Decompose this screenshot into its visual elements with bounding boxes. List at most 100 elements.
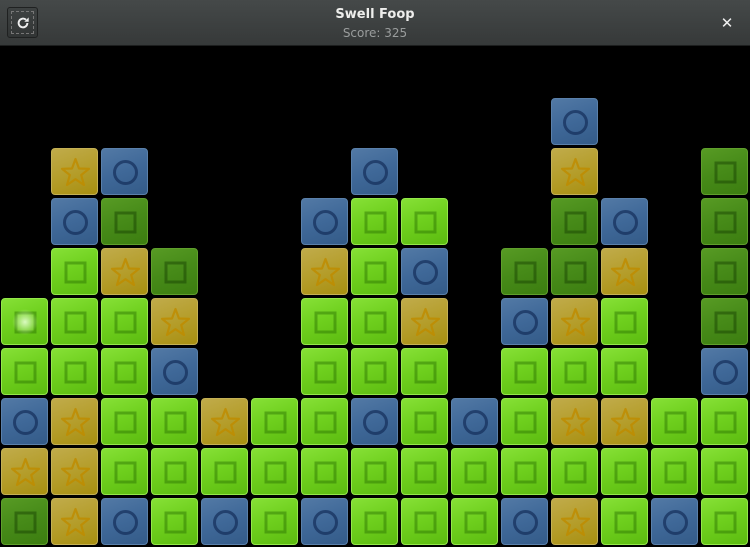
- tile-green-square[interactable]: [1, 298, 48, 345]
- tile-blue-circle[interactable]: [501, 498, 548, 545]
- tile-green-square[interactable]: [351, 248, 398, 295]
- tile-green-square[interactable]: [51, 298, 98, 345]
- tile-green-square[interactable]: [251, 398, 298, 445]
- close-button[interactable]: ✕: [718, 14, 736, 32]
- tile-blue-circle[interactable]: [451, 398, 498, 445]
- tile-green-square[interactable]: [601, 498, 648, 545]
- square-icon: [414, 211, 437, 234]
- tile-dark-green-square[interactable]: [701, 248, 748, 295]
- tile-dark-green-square[interactable]: [101, 198, 148, 245]
- tile-green-square[interactable]: [701, 498, 748, 545]
- tile-yellow-star[interactable]: [201, 398, 248, 445]
- tile-green-square[interactable]: [451, 448, 498, 495]
- tile-green-square[interactable]: [401, 398, 448, 445]
- tile-dark-green-square[interactable]: [551, 198, 598, 245]
- tile-green-square[interactable]: [451, 498, 498, 545]
- tile-green-square[interactable]: [551, 448, 598, 495]
- tile-yellow-star[interactable]: [151, 298, 198, 345]
- tile-green-square[interactable]: [601, 298, 648, 345]
- circle-icon: [213, 510, 238, 535]
- tile-green-square[interactable]: [351, 448, 398, 495]
- tile-green-square[interactable]: [501, 398, 548, 445]
- tile-green-square[interactable]: [51, 248, 98, 295]
- tile-blue-circle[interactable]: [101, 498, 148, 545]
- new-game-button[interactable]: [7, 7, 38, 38]
- tile-yellow-star[interactable]: [51, 498, 98, 545]
- tile-green-square[interactable]: [151, 398, 198, 445]
- game-board[interactable]: [0, 47, 750, 547]
- tile-yellow-star[interactable]: [401, 298, 448, 345]
- square-icon: [364, 261, 387, 284]
- tile-green-square[interactable]: [301, 398, 348, 445]
- tile-dark-green-square[interactable]: [701, 298, 748, 345]
- tile-green-square[interactable]: [301, 448, 348, 495]
- tile-yellow-star[interactable]: [51, 148, 98, 195]
- tile-green-square[interactable]: [101, 298, 148, 345]
- tile-dark-green-square[interactable]: [501, 248, 548, 295]
- tile-green-square[interactable]: [351, 198, 398, 245]
- tile-green-square[interactable]: [401, 198, 448, 245]
- tile-blue-circle[interactable]: [551, 98, 598, 145]
- tile-green-square[interactable]: [551, 348, 598, 395]
- tile-blue-circle[interactable]: [351, 398, 398, 445]
- tile-green-square[interactable]: [301, 348, 348, 395]
- tile-green-square[interactable]: [401, 448, 448, 495]
- tile-dark-green-square[interactable]: [1, 498, 48, 545]
- tile-green-square[interactable]: [151, 498, 198, 545]
- tile-dark-green-square[interactable]: [551, 248, 598, 295]
- tile-blue-circle[interactable]: [651, 498, 698, 545]
- tile-green-square[interactable]: [651, 398, 698, 445]
- tile-yellow-star[interactable]: [551, 398, 598, 445]
- tile-yellow-star[interactable]: [1, 448, 48, 495]
- tile-green-square[interactable]: [601, 348, 648, 395]
- tile-blue-circle[interactable]: [201, 498, 248, 545]
- tile-green-square[interactable]: [1, 348, 48, 395]
- tile-blue-circle[interactable]: [701, 348, 748, 395]
- tile-green-square[interactable]: [351, 348, 398, 395]
- tile-blue-circle[interactable]: [601, 198, 648, 245]
- tile-yellow-star[interactable]: [551, 298, 598, 345]
- tile-green-square[interactable]: [651, 448, 698, 495]
- tile-blue-circle[interactable]: [351, 148, 398, 195]
- tile-green-square[interactable]: [401, 498, 448, 545]
- tile-blue-circle[interactable]: [301, 498, 348, 545]
- tile-green-square[interactable]: [351, 498, 398, 545]
- tile-blue-circle[interactable]: [151, 348, 198, 395]
- tile-yellow-star[interactable]: [601, 398, 648, 445]
- tile-green-square[interactable]: [351, 298, 398, 345]
- tile-blue-circle[interactable]: [301, 198, 348, 245]
- tile-yellow-star[interactable]: [51, 448, 98, 495]
- tile-green-square[interactable]: [501, 348, 548, 395]
- tile-green-square[interactable]: [301, 298, 348, 345]
- tile-yellow-star[interactable]: [101, 248, 148, 295]
- tile-dark-green-square[interactable]: [701, 148, 748, 195]
- tile-green-square[interactable]: [101, 348, 148, 395]
- tile-blue-circle[interactable]: [401, 248, 448, 295]
- tile-green-square[interactable]: [201, 448, 248, 495]
- tile-green-square[interactable]: [401, 348, 448, 395]
- tile-yellow-star[interactable]: [601, 248, 648, 295]
- tile-dark-green-square[interactable]: [701, 198, 748, 245]
- tile-yellow-star[interactable]: [551, 148, 598, 195]
- tile-green-square[interactable]: [151, 448, 198, 495]
- tile-green-square[interactable]: [101, 398, 148, 445]
- tile-dark-green-square[interactable]: [151, 248, 198, 295]
- tile-green-square[interactable]: [701, 448, 748, 495]
- tile-yellow-star[interactable]: [301, 248, 348, 295]
- tile-green-square[interactable]: [251, 448, 298, 495]
- circle-icon: [313, 510, 338, 535]
- tile-green-square[interactable]: [51, 348, 98, 395]
- tile-yellow-star[interactable]: [51, 398, 98, 445]
- tile-green-square[interactable]: [701, 398, 748, 445]
- tile-blue-circle[interactable]: [51, 198, 98, 245]
- tile-green-square[interactable]: [501, 448, 548, 495]
- tile-yellow-star[interactable]: [551, 498, 598, 545]
- square-icon: [664, 411, 687, 434]
- tile-blue-circle[interactable]: [1, 398, 48, 445]
- tile-green-square[interactable]: [251, 498, 298, 545]
- tile-green-square[interactable]: [101, 448, 148, 495]
- tile-green-square[interactable]: [601, 448, 648, 495]
- tile-blue-circle[interactable]: [101, 148, 148, 195]
- tile-blue-circle[interactable]: [501, 298, 548, 345]
- square-icon: [414, 461, 437, 484]
